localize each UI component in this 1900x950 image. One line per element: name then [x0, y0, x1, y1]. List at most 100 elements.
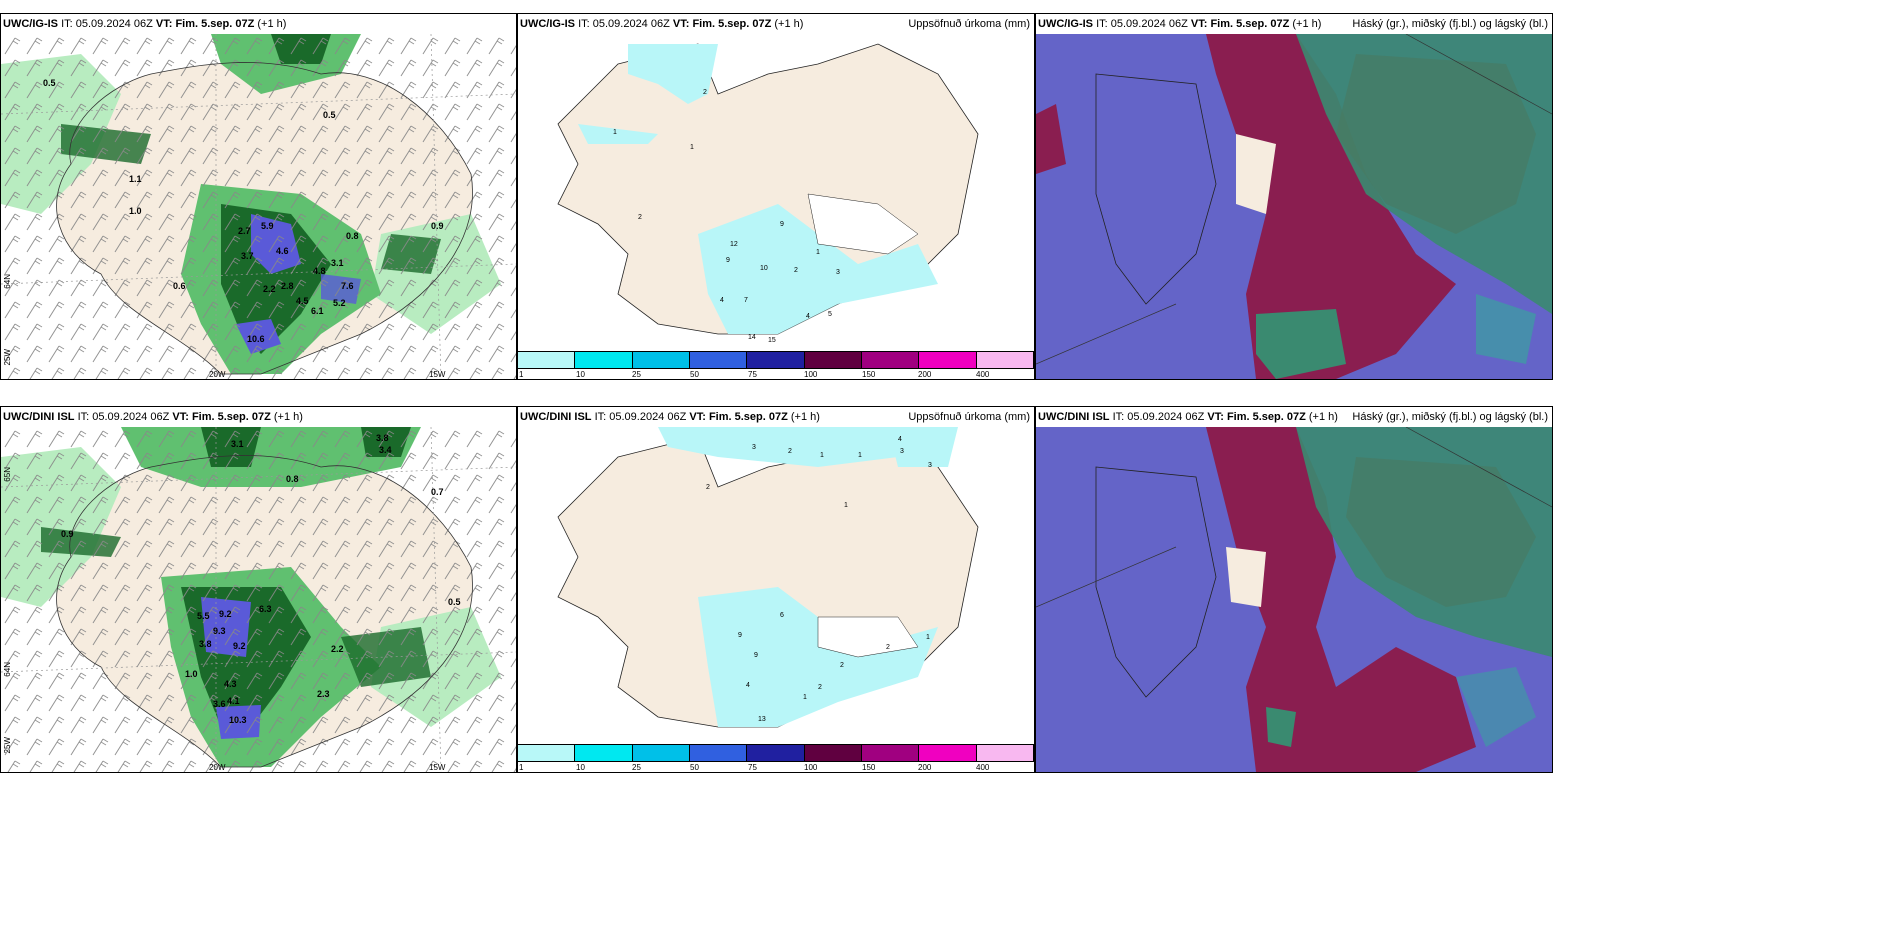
precip-title: Uppsöfnuð úrkoma (mm): [908, 411, 1030, 423]
precip-value: 3: [900, 448, 904, 455]
wind-value: 5.2: [333, 298, 346, 308]
precip-panel-1: UWC/IG-IS IT: 05.09.2024 06Z VT: Fim. 5.…: [517, 13, 1035, 380]
wind-value: 4.3: [224, 679, 237, 689]
lat-label: 25W: [3, 349, 12, 366]
precip-value: 9: [754, 652, 758, 659]
scale-swatch: [632, 352, 690, 368]
wind-map: 5.9 4.8 3.7 4.6 6.1 5.2 7.6 10.6 2.7 4.5…: [1, 34, 516, 379]
lon-label: 20W: [209, 763, 226, 772]
panel-header: UWC/DINI ISL IT: 05.09.2024 06Z VT: Fim.…: [518, 407, 1034, 427]
scale-swatch: [804, 352, 862, 368]
wind-value: 9.3: [213, 626, 226, 636]
wind-value: 0.6: [173, 281, 186, 291]
wind-panel-2: UWC/DINI ISL IT: 05.09.2024 06Z VT: Fim.…: [0, 406, 517, 773]
wind-value: 10.6: [247, 334, 265, 344]
scale-swatch: [689, 352, 748, 368]
precip-value: 9: [780, 221, 784, 228]
precip-value: 2: [788, 448, 792, 455]
cloud-panel-1: UWC/IG-IS IT: 05.09.2024 06Z VT: Fim. 5.…: [1035, 13, 1553, 380]
wind-value: 3.6: [213, 699, 226, 709]
precip-value: 2: [818, 684, 822, 691]
scale-swatch: [632, 745, 690, 761]
precip-value: 3: [752, 444, 756, 451]
wind-value: 0.9: [431, 221, 444, 231]
cloud-title: Háský (gr.), miðský (fj.bl.) og lágský (…: [1352, 18, 1548, 30]
wind-value: 3.1: [331, 258, 344, 268]
scale-swatch: [804, 745, 862, 761]
wind-value: 2.2: [263, 284, 276, 294]
scale-swatch: [689, 745, 748, 761]
precip-value: 2: [703, 89, 707, 96]
precip-value: 5: [828, 311, 832, 318]
precip-value: 2: [794, 267, 798, 274]
precip-value: 9: [726, 257, 730, 264]
precip-value: 6: [780, 612, 784, 619]
scale-swatch: [919, 745, 977, 761]
cloud-map: [1036, 427, 1552, 772]
wind-map: 3.1 3.8 3.4 9.2 9.3 5.5 6.3 9.2 3.8 4.3 …: [1, 427, 516, 772]
wind-value: 4.5: [296, 296, 309, 306]
lon-label: 15W: [429, 763, 446, 772]
wind-value: 0.8: [286, 474, 299, 484]
wind-value: 0.8: [346, 231, 359, 241]
scale-labels: 1 10 25 50 75 100 150 200 400: [519, 370, 990, 379]
precip-value: 1: [820, 452, 824, 459]
wind-value: 3.4: [379, 445, 392, 455]
panel-header: UWC/IG-IS IT: 05.09.2024 06Z VT: Fim. 5.…: [1, 14, 516, 34]
wind-value: 1.1: [129, 174, 142, 184]
wind-value: 9.2: [219, 609, 232, 619]
scale-swatch: [976, 745, 1034, 761]
wind-value: 1.0: [185, 669, 198, 679]
wind-value: 5.9: [261, 221, 274, 231]
wind-value: 1.0: [129, 206, 142, 216]
precip-value: 1: [803, 694, 807, 701]
scale-swatch: [518, 745, 576, 761]
precip-value: 15: [768, 337, 776, 344]
wind-value: 4.8: [313, 266, 326, 276]
scale-swatch: [747, 745, 805, 761]
panel-header: UWC/DINI ISL IT: 05.09.2024 06Z VT: Fim.…: [1, 407, 516, 427]
precip-value: 1: [690, 144, 694, 151]
precip-value: 2: [840, 662, 844, 669]
precip-value: 2: [638, 214, 642, 221]
wind-value: 9.2: [233, 641, 246, 651]
lon-label: 20W: [209, 370, 226, 379]
precip-map: 2 1 1 2 9 12 10 9 7 4 2 1 3 4 5 14 15: [518, 34, 1034, 354]
precip-value: 1: [613, 129, 617, 136]
precip-value: 9: [738, 632, 742, 639]
cloud-title: Háský (gr.), miðský (fj.bl.) og lágský (…: [1352, 411, 1548, 423]
wind-value: 2.2: [331, 644, 344, 654]
precip-value: 1: [858, 452, 862, 459]
lat-label: 64N: [3, 662, 12, 677]
scale-swatch: [575, 745, 633, 761]
precip-value: 3: [928, 462, 932, 469]
wind-value: 4.1: [227, 696, 240, 706]
wind-value: 3.8: [199, 639, 212, 649]
wind-value: 0.9: [61, 529, 74, 539]
wind-value: 5.5: [197, 611, 210, 621]
cloud-panel-2: UWC/DINI ISL IT: 05.09.2024 06Z VT: Fim.…: [1035, 406, 1553, 773]
lat-label: 64N: [3, 274, 12, 289]
wind-value: 3.1: [231, 439, 244, 449]
precip-value: 1: [926, 634, 930, 641]
precip-value: 2: [886, 644, 890, 651]
precip-value: 4: [806, 313, 810, 320]
scale-swatch: [747, 352, 805, 368]
precip-value: 14: [748, 334, 756, 341]
precip-map: 3 2 1 1 4 3 3 2 1 6 9 9 4 13 2 2 1 2 1: [518, 427, 1034, 747]
precip-value: 1: [844, 502, 848, 509]
precip-value: 4: [746, 682, 750, 689]
precip-value: 4: [898, 436, 902, 443]
precip-value: 4: [720, 297, 724, 304]
wind-value: 10.3: [229, 715, 247, 725]
precip-panel-2: UWC/DINI ISL IT: 05.09.2024 06Z VT: Fim.…: [517, 406, 1035, 773]
scale-swatch: [575, 352, 633, 368]
wind-value: 6.3: [259, 604, 272, 614]
wind-value: 7.6: [341, 281, 354, 291]
precip-value: 12: [730, 241, 738, 248]
wind-value: 0.5: [323, 110, 336, 120]
wind-value: 0.5: [43, 78, 56, 88]
precip-value: 10: [760, 265, 768, 272]
precip-color-scale: [518, 744, 1034, 762]
panel-header: UWC/IG-IS IT: 05.09.2024 06Z VT: Fim. 5.…: [1036, 14, 1552, 34]
